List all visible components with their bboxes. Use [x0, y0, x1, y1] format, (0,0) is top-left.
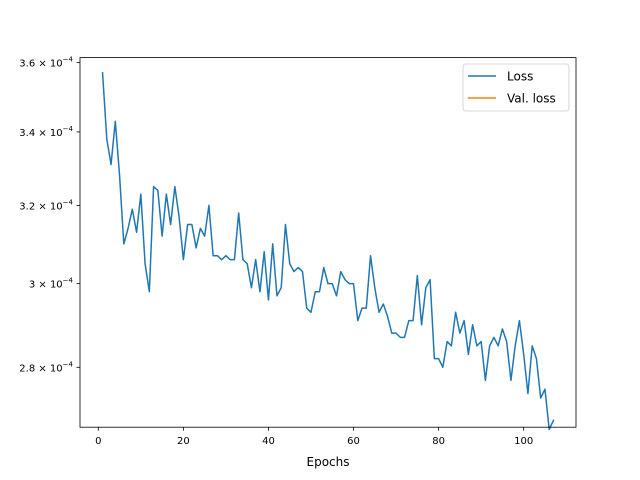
axes-frame — [79, 57, 577, 428]
x-axis-label: Epochs — [307, 455, 350, 469]
x-tick-label: 20 — [177, 436, 190, 447]
x-tick-label: 80 — [432, 436, 445, 447]
y-axis: 2.8 × 10−4 3 × 10−4 3.2 × 10−4 3.4 × 10−4 3.… — [19, 56, 80, 374]
y-tick-label: 3.4 × 10−4 — [19, 125, 73, 139]
series-line-loss — [101, 71, 555, 431]
x-tick-label: 60 — [347, 436, 360, 447]
x-axis: 0 20 40 60 80 100 — [95, 427, 533, 447]
legend-label: Val. loss — [507, 92, 556, 106]
series-layer — [101, 71, 555, 431]
x-tick-label: 40 — [262, 436, 275, 447]
legend-label: Loss — [507, 70, 533, 84]
legend: Loss Val. loss — [462, 63, 570, 112]
y-tick-label: 3 × 10−4 — [29, 277, 74, 291]
plot-area — [80, 57, 576, 428]
x-tick-label: 100 — [514, 436, 533, 447]
y-tick-label: 3.6 × 10−4 — [19, 56, 73, 70]
y-tick-label: 2.8 × 10−4 — [19, 360, 73, 374]
y-tick-label: 3.2 × 10−4 — [19, 198, 73, 212]
x-tick-label: 0 — [95, 436, 101, 447]
